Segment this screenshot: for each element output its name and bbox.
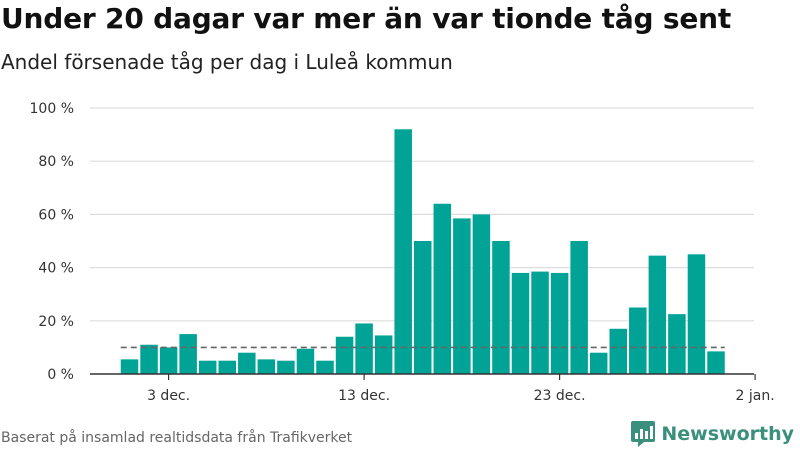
bar <box>277 360 295 374</box>
brand-logo: Newsworthy <box>630 420 794 448</box>
bar <box>707 351 725 374</box>
y-tick-label: 80 % <box>38 154 74 170</box>
source-note: Baserat på insamlad realtidsdata från Tr… <box>1 430 353 446</box>
bar <box>648 255 667 374</box>
y-tick-label: 60 % <box>38 207 74 223</box>
bar <box>453 218 471 374</box>
x-tick-label: 2 jan. <box>736 388 775 404</box>
y-tick-label: 20 % <box>38 314 74 330</box>
bar <box>531 271 549 374</box>
chart-subtitle: Andel försenade tåg per dag i Luleå komm… <box>1 50 453 74</box>
bar <box>316 360 334 374</box>
x-tick-label: 3 dec. <box>147 388 190 404</box>
x-tick-label: 13 dec. <box>338 388 390 404</box>
y-tick-label: 40 % <box>38 261 74 277</box>
bar <box>394 129 412 374</box>
bar <box>511 272 530 374</box>
bar <box>433 203 452 374</box>
bar <box>629 307 647 374</box>
bar <box>589 352 608 374</box>
newsworthy-logo-icon <box>631 421 656 447</box>
bar <box>355 323 373 374</box>
chart-title: Under 20 dagar var mer än var tionde tåg… <box>1 2 732 35</box>
bar <box>238 352 256 374</box>
bar <box>570 241 588 374</box>
bar <box>120 359 139 374</box>
bars <box>120 129 725 374</box>
bar <box>335 336 354 374</box>
bar <box>668 314 686 374</box>
bar <box>198 360 217 374</box>
bar <box>550 272 569 374</box>
bar <box>609 328 627 374</box>
bar <box>687 254 706 374</box>
bar <box>140 344 158 374</box>
bar <box>374 335 393 374</box>
bar-chart: 0 % 20 % 40 % 60 % 80 % 100 % 3 dec. 13 dec. 23 … <box>30 101 775 404</box>
bar <box>296 348 315 374</box>
bar <box>179 334 197 374</box>
bar <box>218 360 236 374</box>
brand-name: Newsworthy <box>661 423 794 445</box>
y-tick-label: 0 % <box>47 367 74 383</box>
y-tick-label: 100 % <box>30 101 74 117</box>
bar <box>472 214 491 374</box>
bar <box>257 359 276 374</box>
axes: 0 % 20 % 40 % 60 % 80 % 100 % 3 dec. 13 dec. 23 … <box>30 101 775 404</box>
x-tick-label: 23 dec. <box>534 388 586 404</box>
bar <box>159 347 178 374</box>
bar <box>492 241 510 374</box>
bar <box>414 241 432 374</box>
